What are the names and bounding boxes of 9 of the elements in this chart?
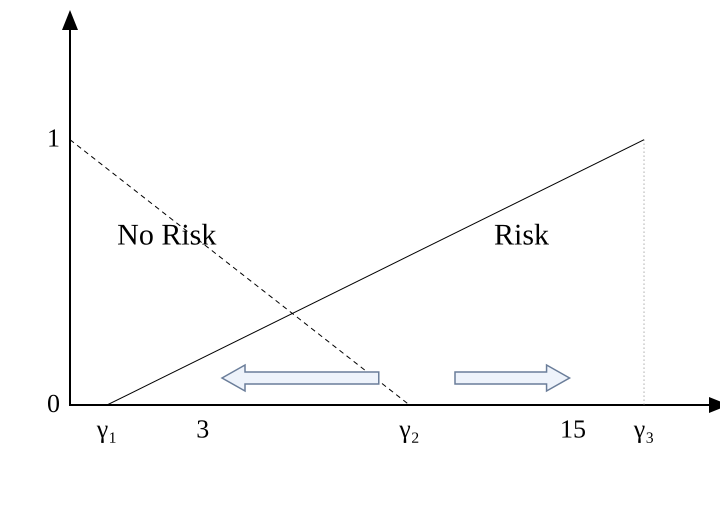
x-tick-label: 15 xyxy=(560,414,586,444)
x-tick-label: γ₁ xyxy=(96,414,118,444)
x-tick-label: γ₂ xyxy=(398,414,420,444)
x-tick-label: γ₃ xyxy=(632,414,654,444)
annotation: No Risk xyxy=(117,218,216,252)
annotation: Risk xyxy=(494,218,550,252)
y-tick-label: 0 xyxy=(47,388,60,418)
y-tick-label: 1 xyxy=(47,124,60,153)
x-tick-label: 3 xyxy=(196,414,210,444)
